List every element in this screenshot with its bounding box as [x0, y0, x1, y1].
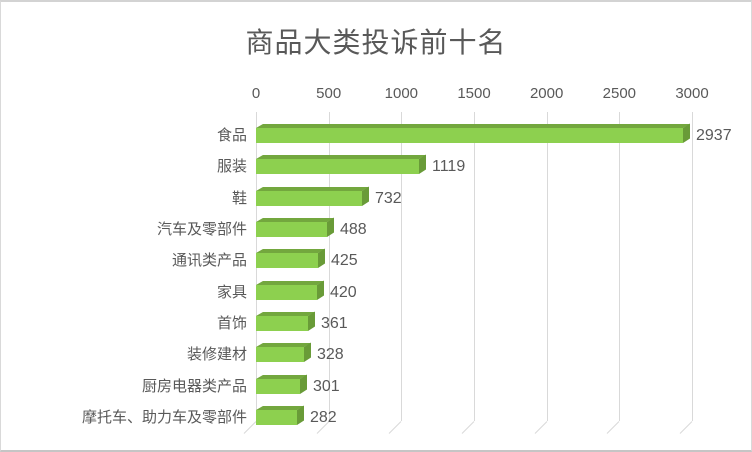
category-label: 鞋: [231, 189, 247, 207]
bar: [256, 342, 311, 362]
bar: [256, 217, 334, 237]
x-axis-tick-label: 2000: [529, 85, 564, 102]
category-label: 首饰: [216, 314, 247, 332]
bar-side-face: [308, 311, 315, 331]
bar: [256, 186, 369, 206]
value-label: 361: [321, 314, 348, 332]
category-label: 汽车及零部件: [156, 220, 247, 238]
gridline-floor-bend: [679, 421, 693, 434]
value-label: 1119: [432, 157, 466, 175]
gridline-floor-bend: [388, 421, 402, 434]
gridline-vertical: [329, 112, 330, 421]
bar: [256, 405, 304, 425]
category-label: 家具: [216, 283, 247, 301]
bar-front-face: [256, 128, 683, 143]
bar-side-face: [318, 248, 325, 268]
bar-top-face: [256, 187, 369, 191]
bar-top-face: [256, 124, 690, 128]
value-label: 420: [330, 283, 357, 301]
gridline-vertical: [692, 112, 693, 421]
bar-front-face: [256, 316, 308, 331]
bar-front-face: [256, 379, 300, 394]
value-label: 732: [375, 189, 402, 207]
bar-side-face: [362, 186, 369, 206]
bar: [256, 374, 307, 394]
bar-top-face: [256, 312, 315, 316]
x-axis-tick-label: 1000: [384, 85, 419, 102]
category-label: 服装: [216, 157, 247, 175]
bar-side-face: [419, 154, 426, 174]
gridline-floor-bend: [606, 421, 620, 434]
category-label: 通讯类产品: [171, 251, 247, 269]
bar-top-face: [256, 343, 311, 347]
gridline-vertical: [547, 112, 548, 421]
bar-side-face: [297, 405, 304, 425]
bar-side-face: [327, 217, 334, 237]
bar-top-face: [256, 249, 325, 253]
bar: [256, 154, 426, 174]
category-label: 食品: [216, 126, 247, 144]
bar-side-face: [683, 123, 690, 143]
x-axis-tick-label: 500: [316, 85, 342, 102]
category-label: 装修建材: [186, 345, 247, 363]
bar-front-face: [256, 410, 297, 425]
bar-top-face: [256, 281, 324, 285]
bar: [256, 248, 325, 268]
value-label: 282: [310, 408, 337, 426]
gridline-floor-bend: [461, 421, 475, 434]
x-axis-tick-label: 2500: [602, 85, 637, 102]
x-axis-tick-label: 1500: [457, 85, 491, 102]
bar-top-face: [256, 155, 426, 159]
gridline-vertical: [401, 112, 402, 421]
bar: [256, 311, 315, 331]
gridline-vertical: [619, 112, 620, 421]
bar: [256, 280, 324, 300]
bar-side-face: [317, 280, 324, 300]
value-label: 328: [317, 345, 344, 363]
bar-front-face: [256, 347, 304, 362]
value-label: 488: [340, 220, 367, 238]
gridline-vertical: [474, 112, 475, 421]
bar-front-face: [256, 285, 317, 300]
bar-top-face: [256, 218, 334, 222]
bar-side-face: [300, 374, 307, 394]
bar-front-face: [256, 253, 318, 268]
bar: [256, 123, 690, 143]
value-label: 2937: [696, 126, 732, 144]
value-label: 301: [313, 377, 340, 395]
gridline-floor-bend: [534, 421, 548, 434]
x-axis-tick-label: 3000: [675, 85, 709, 102]
bar-side-face: [304, 342, 311, 362]
category-label: 厨房电器类产品: [141, 377, 247, 395]
chart-title: 商品大类投诉前十名: [245, 27, 507, 58]
category-label: 摩托车、助力车及零部件: [81, 408, 247, 426]
bar-front-face: [256, 222, 327, 237]
value-label: 425: [331, 251, 358, 269]
x-axis-tick-label: 0: [251, 85, 261, 102]
bar-front-face: [256, 191, 362, 206]
bar-front-face: [256, 159, 419, 174]
